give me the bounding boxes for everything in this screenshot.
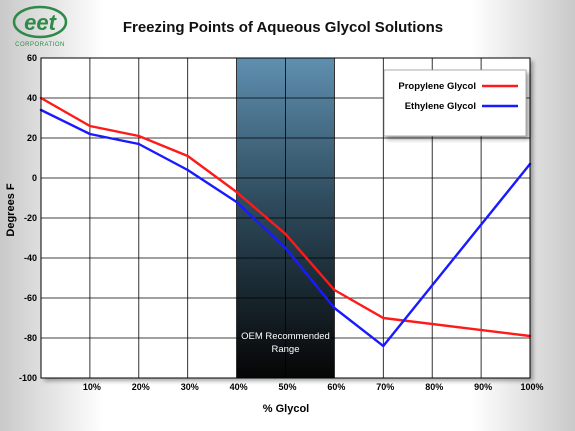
y-tick-label: -40 (24, 253, 37, 263)
oem-range-label-line: OEM Recommended (241, 331, 330, 342)
data-point (333, 306, 336, 310)
x-tick-label: 30% (181, 382, 199, 392)
data-point (88, 132, 92, 136)
x-axis-label: % Glycol (263, 403, 309, 415)
data-point (382, 344, 385, 348)
x-axis-ticks: 10% 20% 30% 40% 50% 60% 70% 80% 90% 100% (83, 382, 544, 392)
data-point (333, 288, 336, 292)
y-axis-label: Degrees F (5, 183, 17, 236)
plot-area: OEM Recommended Range (39, 57, 532, 379)
series-lines (39, 96, 532, 348)
data-point (284, 232, 287, 236)
data-point (137, 142, 140, 146)
x-tick-label: 90% (474, 382, 492, 392)
chart-title: Freezing Points of Aqueous Glycol Soluti… (123, 19, 443, 36)
x-tick-label: 60% (327, 382, 345, 392)
x-tick-label: 10% (83, 382, 101, 392)
data-point (235, 190, 238, 194)
x-tick-label: 20% (132, 382, 150, 392)
y-tick-label: 60 (27, 53, 37, 63)
oem-range-label: OEM Recommended Range (241, 331, 330, 355)
data-point (382, 316, 385, 320)
y-tick-label: 20 (27, 133, 37, 143)
x-tick-label: 70% (376, 382, 394, 392)
data-point (186, 168, 189, 172)
legend-box (383, 69, 527, 137)
logo-ring (12, 5, 68, 39)
data-point (284, 246, 287, 250)
data-point (235, 200, 238, 204)
data-point (88, 124, 92, 128)
data-point (137, 134, 140, 138)
y-axis-ticks: 60 40 20 0 -20 -40 -60 -80 -100 (19, 53, 37, 383)
legend-items: Propylene Glycol Ethylene Glycol (398, 81, 518, 112)
plot-border (40, 57, 531, 379)
x-tick-label: 100% (520, 382, 543, 392)
legend-label: Ethylene Glycol (405, 101, 476, 112)
legend-label: Propylene Glycol (398, 81, 476, 92)
y-tick-label: -80 (24, 333, 37, 343)
y-tick-label: 0 (32, 173, 37, 183)
y-tick-label: -100 (19, 373, 37, 383)
logo-brand: eet (24, 10, 57, 35)
y-tick-label: -60 (24, 293, 37, 303)
data-point (186, 154, 189, 158)
x-tick-label: 80% (425, 382, 443, 392)
oem-range-label-line: Range (272, 344, 300, 355)
x-tick-label: 50% (278, 382, 296, 392)
legend: Propylene Glycol Ethylene Glycol (383, 69, 527, 137)
y-tick-label: 40 (27, 93, 37, 103)
x-tick-label: 40% (230, 382, 248, 392)
logo-subtitle: CORPORATION (15, 42, 65, 48)
y-tick-label: -20 (24, 213, 37, 223)
company-logo: eet CORPORATION (12, 5, 68, 48)
